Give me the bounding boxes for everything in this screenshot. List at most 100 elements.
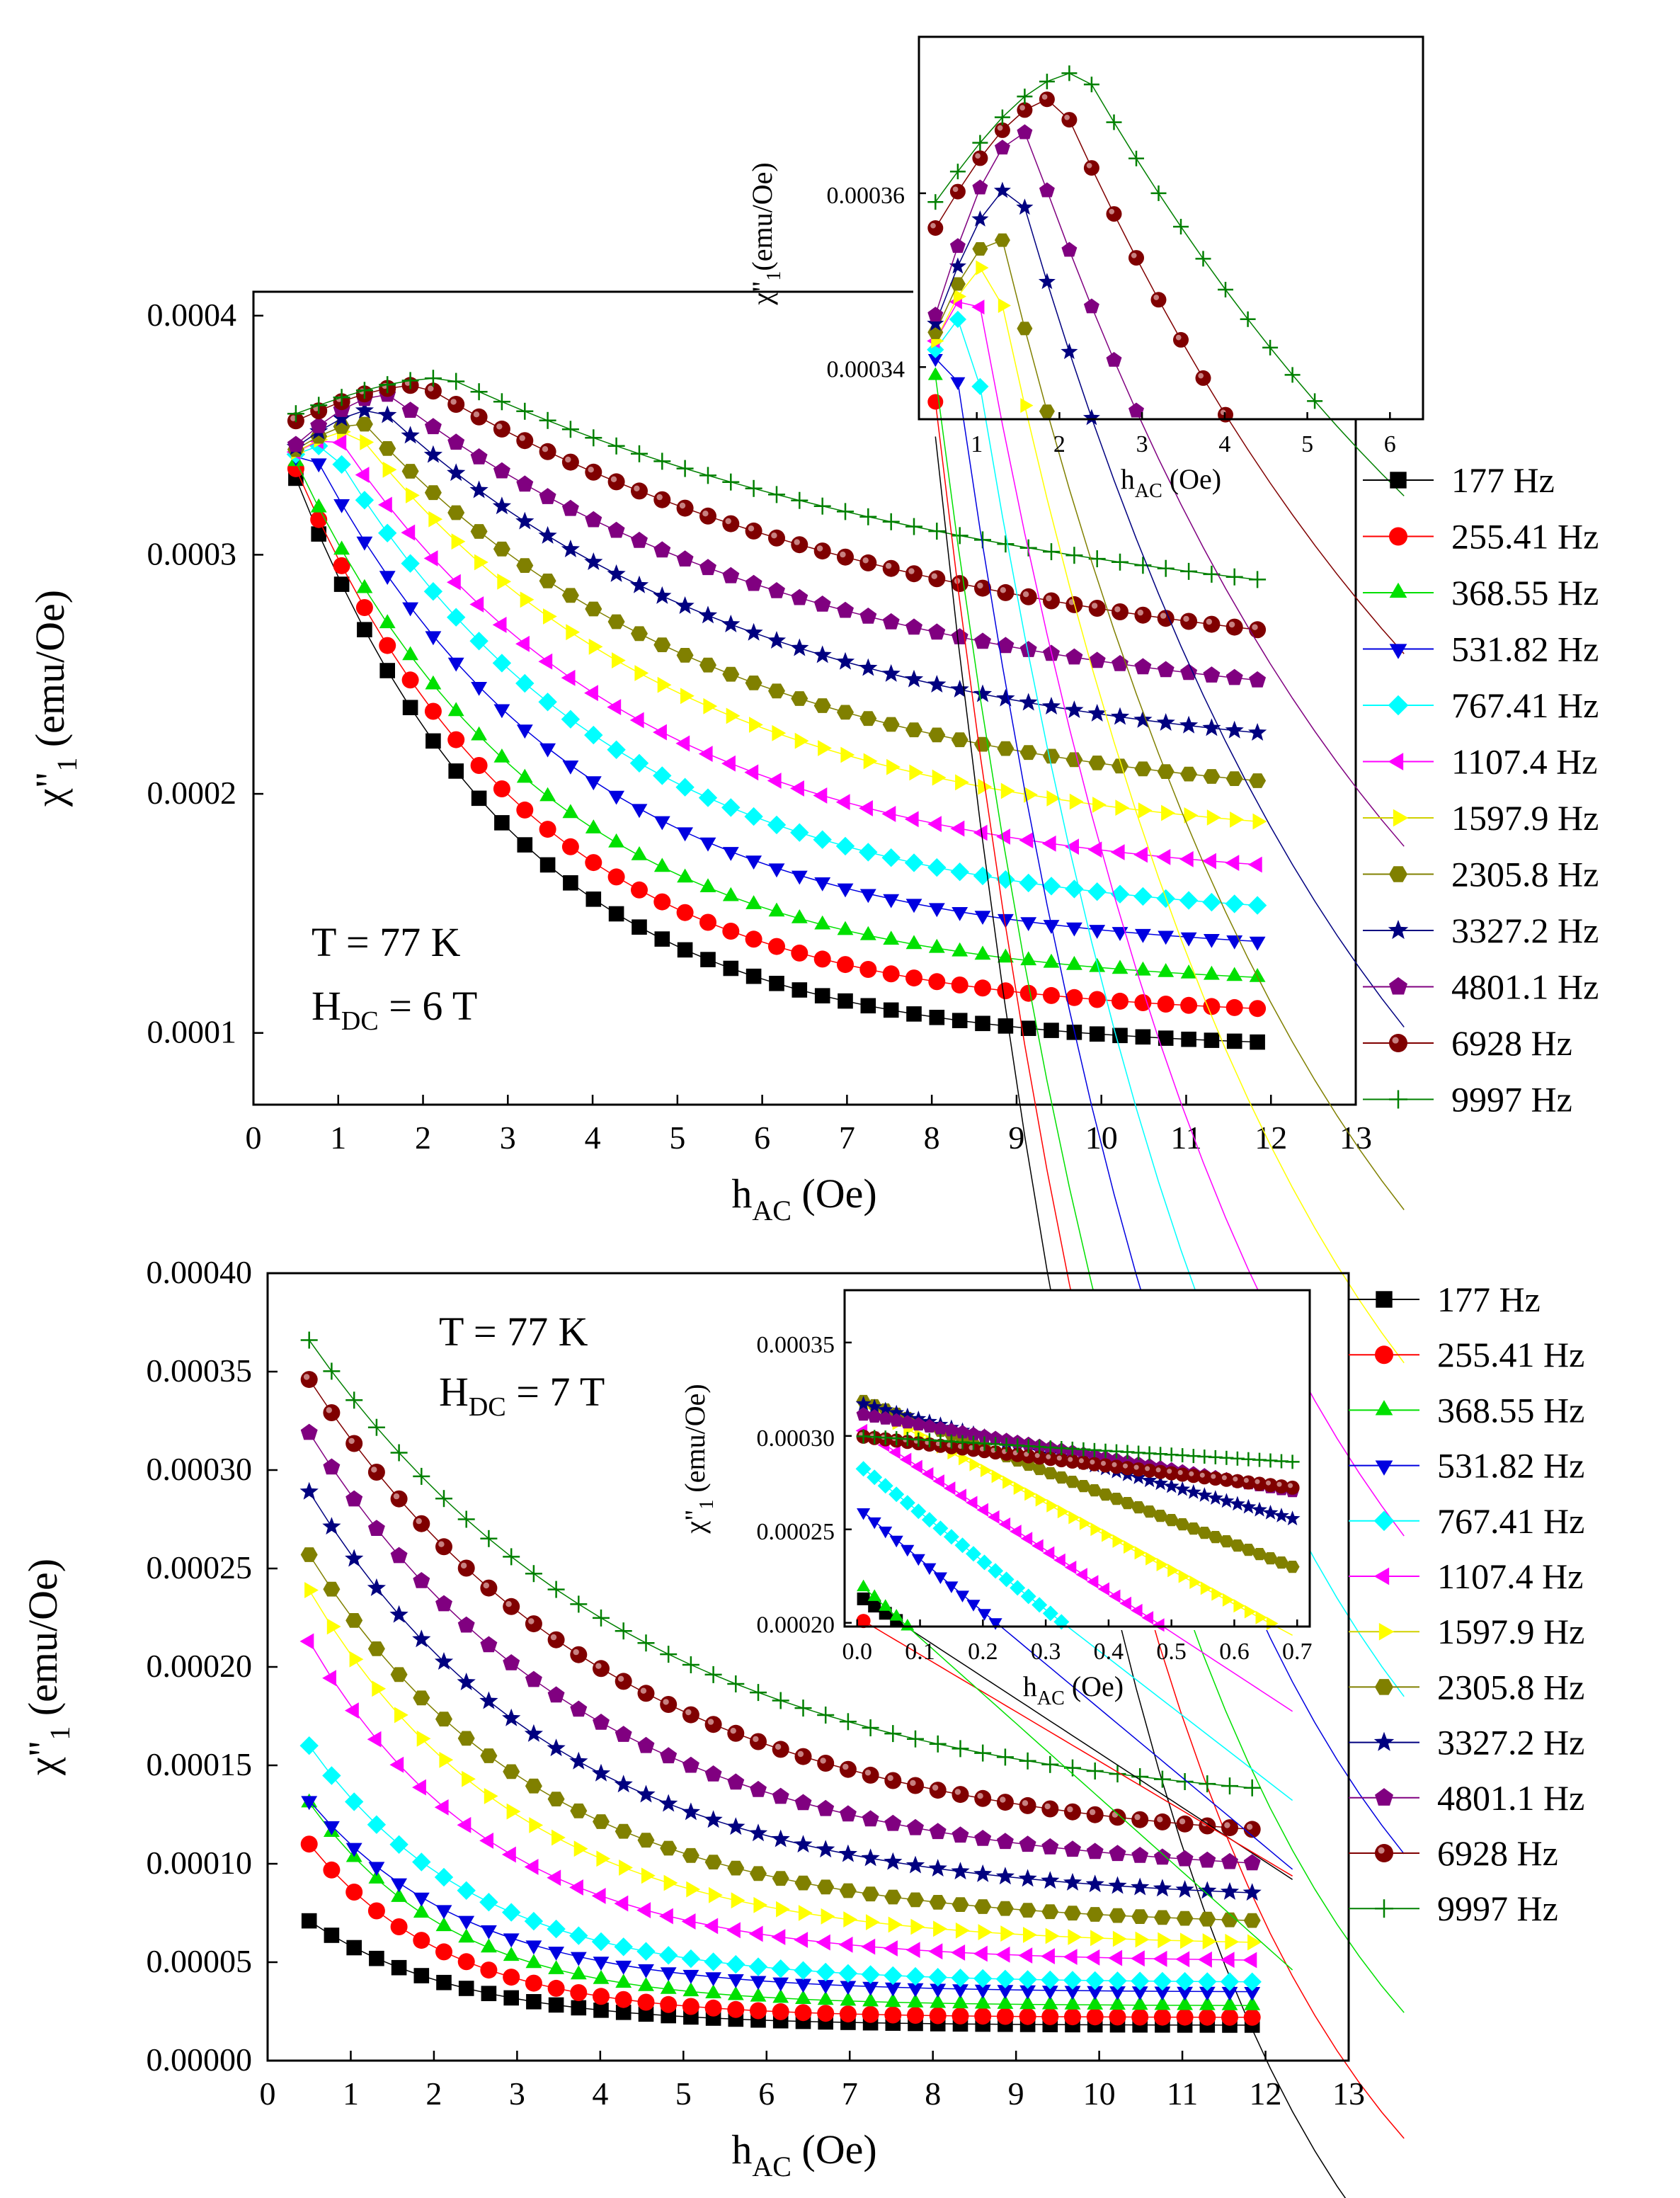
bottom-main-data-point (619, 1859, 633, 1876)
bottom-main-data-point (974, 1830, 992, 1846)
top-main-data-point (539, 787, 556, 802)
bottom-main-y-tick-label: 0.00040 (147, 1254, 253, 1290)
top-main-data-point (975, 1015, 990, 1032)
bottom-main-data-point (952, 1994, 968, 2009)
bottom-main-data-point (1199, 1911, 1216, 1927)
bottom-inset-data-point (1163, 1478, 1179, 1493)
legend-label: 255.41 Hz (1451, 517, 1599, 557)
bottom-main-data-point (641, 1867, 656, 1884)
bottom-inset-data-point (1218, 1493, 1235, 1508)
bottom-main-data-point (1131, 1847, 1149, 1863)
bottom-main-data-point (547, 1686, 565, 1703)
top-inset-data-point (971, 300, 985, 315)
top-main-data-point (1180, 932, 1197, 947)
bottom-main-data-point (1087, 1986, 1104, 2000)
bottom-main-data-point (526, 1994, 542, 2010)
bottom-main-data-point (884, 1725, 902, 1743)
bottom-main-data-point (300, 1835, 318, 1853)
top-inset-data-point (972, 135, 988, 151)
top-main-data-point (653, 452, 671, 470)
top-main-data-point (356, 536, 373, 551)
top-main-chart: 0 1 2 3 4 5 6 7 8 9 10 11 12 130.00010.00020.00030.00… (27, 290, 1372, 1226)
top-main-data-point (1249, 968, 1266, 982)
top-main-data-point (378, 405, 397, 423)
bottom-main-data-point (480, 1748, 498, 1763)
bottom-inset-x-tick-label: 0.3 (1031, 1639, 1061, 1665)
bottom-inset-x-tick-label: 0.7 (1282, 1639, 1313, 1665)
bottom-main-data-point (1041, 1995, 1058, 2010)
bottom-main-data-point (390, 1547, 408, 1564)
top-main-data-point (745, 855, 762, 870)
bottom-main-data-point (322, 1670, 336, 1687)
bottom-main-data-point (480, 1938, 497, 1953)
bottom-inset-data-point (888, 1445, 901, 1459)
top-main-data-point (333, 576, 350, 592)
bottom-inset-data-point (998, 1571, 1015, 1588)
top-main-data-point (1203, 666, 1221, 683)
bottom-inset-data-point (1032, 1539, 1044, 1553)
bottom-main-data-point (323, 1821, 340, 1835)
bottom-inset-data-point (867, 1409, 882, 1423)
top-main-data-point (928, 523, 946, 540)
top-main-data-point (675, 778, 695, 797)
bottom-main-data-point (322, 1517, 341, 1535)
bottom-main-data-point (1064, 1803, 1081, 1821)
bottom-main-data-point (794, 1875, 812, 1891)
bottom-main-data-point (862, 1810, 879, 1827)
bottom-inset-chart: 0.0 0.1 0.2 0.3 0.4 0.5 0.6 0.7 0.00020 0.00025 0.… (679, 1289, 1313, 1971)
bottom-inset-data-point (867, 1469, 883, 1486)
bottom-main-data-point (817, 1755, 835, 1772)
top-main-data-point (837, 503, 854, 520)
bottom-inset-data-point (879, 1526, 893, 1539)
bottom-inset-data-point (1196, 1487, 1213, 1502)
top-main-data-point (950, 680, 969, 697)
bottom-main-y-tick-label: 0.00030 (147, 1451, 253, 1487)
top-main-data-point (1046, 790, 1061, 807)
bottom-main-data-point (1041, 1948, 1055, 1965)
top-main-data-point (515, 673, 535, 693)
bottom-inset-data-point (1142, 1505, 1157, 1518)
bottom-main-data-point (462, 1770, 476, 1787)
bottom-inset-data-point (1021, 1449, 1036, 1464)
legend-marker (1378, 1622, 1395, 1641)
bottom-main-data-point (593, 1609, 610, 1627)
top-main-data-point (677, 868, 694, 883)
bottom-main-data-point (1131, 2008, 1149, 2026)
top-main-data-point (927, 816, 942, 833)
top-main-data-point (859, 799, 873, 816)
bottom-main-data-point (704, 1999, 722, 2017)
bottom-inset-data-point (1057, 1505, 1070, 1519)
bottom-main-data-point (1086, 1806, 1104, 1823)
legend-marker (1389, 976, 1407, 995)
bottom-main-data-point (637, 1685, 655, 1702)
bottom-main-data-point (345, 1435, 363, 1452)
bottom-inset-data-point (879, 1599, 893, 1611)
bottom-inset-data-point (988, 1618, 1002, 1630)
bottom-main-data-point (547, 1919, 566, 1939)
top-main-data-point (1249, 936, 1266, 951)
bottom-main-data-point (1131, 1909, 1149, 1924)
top-main-data-point (379, 637, 396, 654)
bottom-main-data-point (300, 1547, 318, 1562)
top-inset-data-point (953, 289, 966, 304)
bottom-main-data-point (1041, 2008, 1059, 2025)
top-main-data-point (629, 575, 649, 593)
top-inset-data-point (927, 394, 944, 410)
bottom-inset-data-point (855, 1396, 872, 1411)
bottom-main-x-tick-label: 7 (842, 2075, 858, 2112)
bottom-main-data-point (525, 1670, 542, 1687)
bottom-inset-data-point (868, 1600, 881, 1613)
top-main-data-point (608, 906, 624, 922)
top-main-data-point (424, 382, 442, 400)
bottom-inset-data-point (1285, 1454, 1300, 1469)
top-main-data-point (332, 409, 351, 427)
top-main-data-point (859, 608, 877, 624)
top-main-data-point (653, 766, 672, 785)
top-main-data-point (790, 823, 809, 842)
bottom-main-data-point (974, 1744, 992, 1762)
bottom-inset-data-point (1131, 1462, 1146, 1477)
bottom-main-data-point (529, 1817, 544, 1833)
bottom-main-data-point (952, 1984, 968, 1998)
top-main-data-point (585, 819, 602, 833)
top-main-data-point (469, 480, 488, 499)
